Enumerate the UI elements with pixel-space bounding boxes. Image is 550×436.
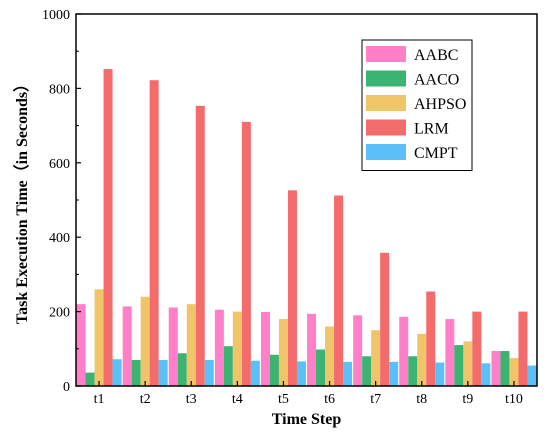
legend-swatch-aaco	[366, 70, 406, 87]
x-tick-label: t8	[416, 392, 427, 407]
x-tick-label: t9	[462, 392, 473, 407]
y-axis: 0 200 400 600 800 1000	[42, 8, 81, 395]
bar-cmpt-t8	[435, 362, 445, 386]
bar-ahpso-t10	[509, 358, 519, 386]
bar-ahpso-t3	[186, 304, 196, 386]
bar-cmpt-t10	[527, 365, 537, 386]
legend-label-aabc: AABC	[414, 47, 458, 64]
y-tick-label: 600	[49, 157, 70, 172]
bar-lrm-t7	[380, 252, 390, 386]
bar-ahpso-t1	[94, 289, 104, 386]
bar-aabc-t10	[491, 351, 501, 386]
bar-lrm-t1	[103, 69, 113, 386]
x-tick-label: t10	[505, 392, 523, 407]
bar-aaco-t4	[223, 346, 233, 386]
bar-cmpt-t5	[296, 361, 306, 386]
bar-ahpso-t4	[232, 311, 242, 386]
x-tick-label: t4	[232, 392, 243, 407]
bar-aaco-t6	[316, 349, 326, 386]
bar-aabc-t4	[214, 309, 224, 386]
bar-aaco-t5	[269, 354, 279, 386]
bar-lrm-t5	[287, 190, 297, 386]
bar-aaco-t9	[454, 345, 464, 386]
bar-aabc-t7	[353, 315, 363, 386]
bar-lrm-t2	[149, 80, 159, 386]
bar-aaco-t3	[177, 353, 187, 386]
y-tick-label: 200	[49, 306, 70, 321]
x-tick-label: t1	[94, 392, 105, 407]
legend-label-lrm: LRM	[414, 121, 449, 138]
legend-label-cmpt: CMPT	[414, 145, 458, 162]
y-tick-label: 0	[63, 380, 70, 395]
bar-ahpso-t2	[140, 296, 150, 386]
bar-aaco-t2	[131, 359, 141, 386]
x-tick-label: t3	[186, 392, 197, 407]
bar-cmpt-t2	[158, 359, 168, 386]
bar-aabc-t3	[168, 307, 178, 386]
bar-lrm-t6	[334, 195, 344, 386]
legend-label-aaco: AACO	[414, 72, 459, 89]
bar-aabc-t9	[445, 319, 455, 386]
legend: AABC AACO AHPSO LRM CMPT	[361, 39, 473, 171]
y-tick-label: 400	[49, 231, 70, 246]
legend-swatch-lrm	[366, 119, 406, 136]
bar-aabc-t8	[399, 316, 409, 386]
bar-ahpso-t5	[278, 319, 288, 386]
y-tick-label: 800	[49, 82, 70, 97]
bar-ahpso-t8	[417, 333, 427, 386]
bar-cmpt-t7	[389, 361, 399, 386]
legend-label-ahpso: AHPSO	[414, 96, 466, 113]
x-tick-label: t7	[370, 392, 381, 407]
bar-ahpso-t9	[463, 341, 473, 386]
bar-lrm-t9	[472, 311, 482, 386]
bar-ahpso-t7	[371, 330, 381, 386]
bar-ahpso-t6	[325, 326, 335, 386]
y-axis-title: Task Execution Time（in Seconds）	[13, 76, 31, 324]
bar-aaco-t7	[362, 356, 372, 386]
bar-aabc-t6	[307, 313, 317, 386]
bar-cmpt-t3	[204, 359, 214, 386]
bar-aabc-t5	[260, 311, 270, 386]
y-tick-label: 1000	[42, 8, 70, 23]
bar-aaco-t1	[85, 372, 95, 386]
legend-swatch-aabc	[366, 46, 406, 62]
bar-cmpt-t4	[250, 360, 260, 386]
bar-aabc-t1	[76, 304, 86, 386]
bar-lrm-t10	[518, 311, 528, 386]
x-tick-label: t5	[278, 392, 289, 407]
bar-cmpt-t1	[112, 359, 122, 386]
x-axis-title: Time Step	[272, 411, 342, 428]
bar-aaco-t8	[408, 356, 418, 386]
x-axis: t1 t2 t3 t4 t5 t6 t7 t8 t9 t10	[94, 381, 523, 407]
legend-swatch-cmpt	[366, 144, 406, 160]
x-tick-label: t6	[324, 392, 335, 407]
bar-group	[76, 69, 537, 386]
x-tick-label: t2	[140, 392, 151, 407]
legend-swatch-ahpso	[366, 95, 406, 111]
bar-lrm-t3	[195, 105, 205, 386]
bar-cmpt-t6	[343, 361, 353, 386]
bar-lrm-t4	[241, 121, 251, 386]
bar-aabc-t2	[122, 306, 132, 386]
bar-aaco-t10	[500, 351, 510, 386]
bar-lrm-t8	[426, 291, 436, 386]
bar-cmpt-t9	[481, 363, 491, 386]
